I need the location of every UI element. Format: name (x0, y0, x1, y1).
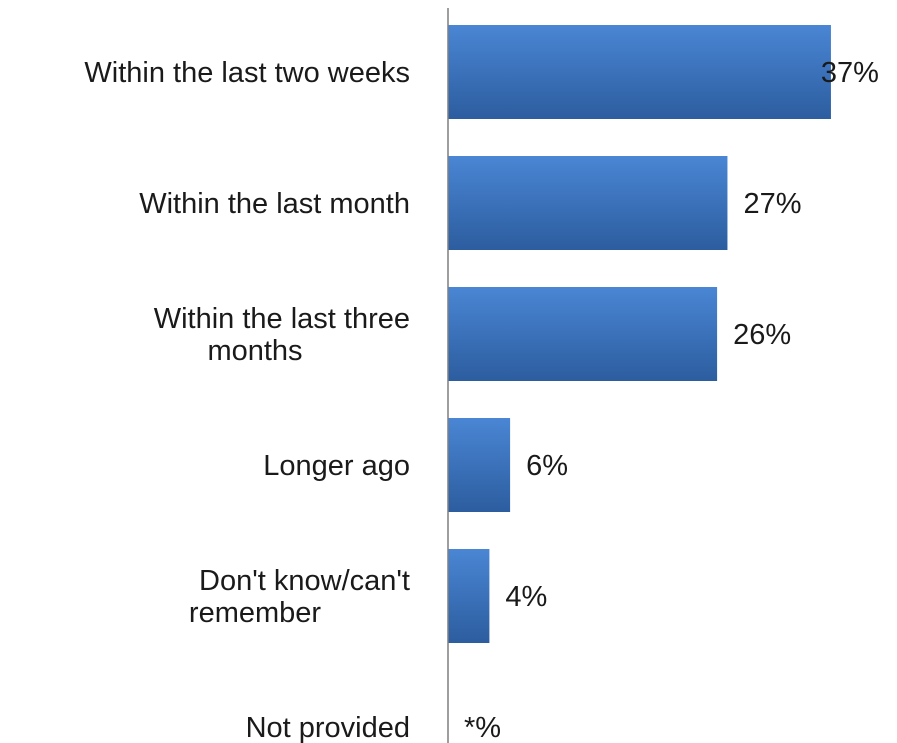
bar (448, 287, 718, 381)
bar (448, 25, 831, 119)
category-label-line: Within the last two weeks (84, 57, 410, 89)
bar (448, 156, 728, 250)
data-label: 6% (526, 450, 568, 482)
category-label-line: remember (189, 597, 321, 629)
bar (448, 549, 490, 643)
category-label-line: Don't know/can't (199, 565, 410, 597)
bar (448, 418, 511, 512)
category-labels-layer: Within the last two weeks Within the last… (84, 57, 410, 743)
data-label: 37% (821, 57, 879, 89)
category-label-line: Within the last three (154, 303, 410, 335)
bars-layer (448, 25, 831, 643)
category-label-line: months (207, 335, 302, 367)
data-labels-layer: 37% 27% 26% 6% 4% *% (464, 57, 879, 743)
category-label: Not provided (246, 712, 410, 743)
data-label: *% (464, 712, 501, 743)
category-label: Within the last month (139, 188, 410, 220)
data-label: 26% (733, 319, 791, 351)
category-label: Within the last three months (154, 303, 410, 367)
category-label-line: Longer ago (263, 450, 410, 482)
category-label-line: Within the last month (139, 188, 410, 220)
category-label: Within the last two weeks (84, 57, 410, 89)
category-label-line: Not provided (246, 712, 410, 743)
data-label: 27% (743, 188, 801, 220)
data-label: 4% (505, 581, 547, 613)
category-label: Longer ago (263, 450, 410, 482)
category-label: Don't know/can't remember (189, 565, 410, 629)
